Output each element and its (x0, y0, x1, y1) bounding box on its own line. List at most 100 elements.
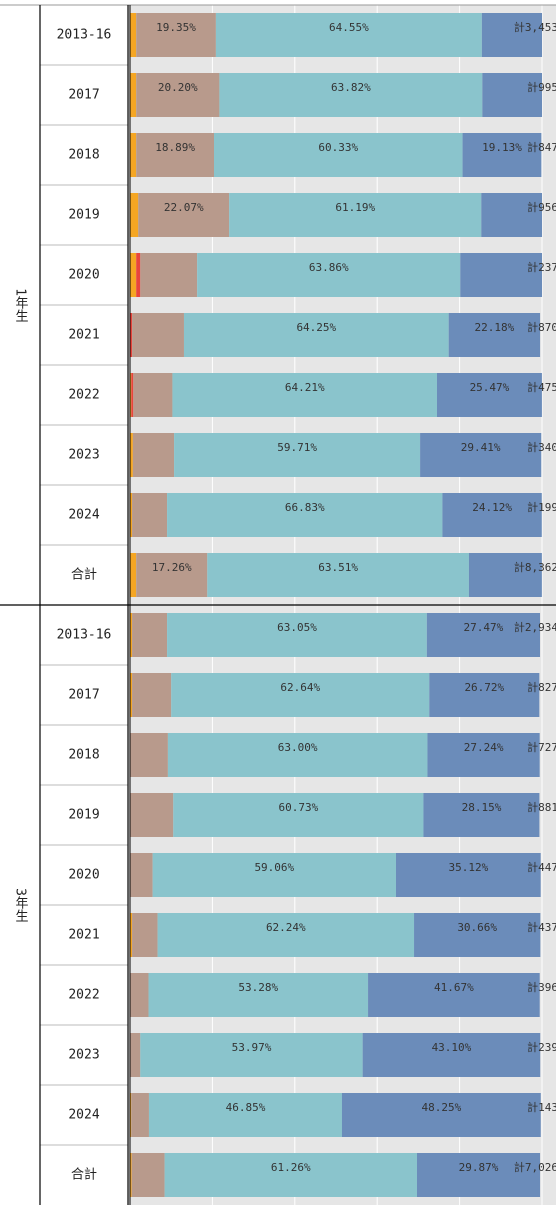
value-label: 63.86% (309, 261, 349, 274)
bar-segment (171, 673, 430, 717)
bar-segment (167, 613, 427, 657)
bar-segment (136, 553, 208, 597)
bar-segment (130, 193, 139, 237)
bar-segment (416, 1153, 541, 1197)
total-label: 計956 (527, 200, 556, 214)
value-label: 25.47% (470, 381, 510, 394)
bar-segment (427, 733, 540, 777)
total-label: 計447 (527, 860, 556, 874)
category-label: 2022 (68, 388, 99, 403)
value-label: 18.89% (155, 141, 195, 154)
bar-segment (130, 1093, 132, 1137)
bar-segment (362, 1033, 541, 1077)
bar-segment (481, 193, 542, 237)
value-label: 19.13% (482, 141, 522, 154)
total-label: 計7,026 (514, 1160, 556, 1174)
category-label: 2013-16 (57, 628, 112, 643)
bar-segment (482, 73, 542, 117)
group-label: 1年生 (13, 288, 29, 322)
value-label: 60.73% (278, 801, 318, 814)
bar-segment (132, 313, 184, 357)
bar-segment (130, 793, 174, 837)
value-label: 24.12% (472, 501, 512, 514)
value-label: 61.26% (271, 1161, 311, 1174)
total-label: 計396 (527, 980, 556, 994)
bar-segment (436, 373, 542, 417)
total-label: 計881 (527, 800, 556, 814)
bar-segment (429, 673, 540, 717)
category-label: 合計 (71, 1167, 97, 1183)
total-label: 計3,453 (514, 20, 556, 34)
bar-segment (130, 373, 132, 417)
total-label: 計239 (527, 1040, 556, 1054)
bar-segment (414, 913, 541, 957)
bar-segment (130, 133, 137, 177)
value-label: 62.24% (266, 921, 306, 934)
category-label: 合計 (71, 567, 97, 583)
value-label: 63.00% (278, 741, 318, 754)
bar-segment (214, 133, 463, 177)
bar-segment (130, 913, 133, 957)
category-label: 2017 (68, 88, 99, 103)
bar-segment (368, 973, 540, 1017)
bar-segment (462, 133, 542, 177)
category-label: 2020 (68, 868, 99, 883)
bar-segment (130, 973, 149, 1017)
value-label: 64.21% (285, 381, 325, 394)
bar-segment (131, 373, 134, 417)
category-label: 2022 (68, 988, 99, 1003)
bar-segment (442, 493, 542, 537)
bar-segment (148, 1093, 342, 1137)
bar-segment (426, 613, 541, 657)
value-label: 22.07% (164, 201, 204, 214)
value-label: 22.18% (474, 321, 514, 334)
total-label: 計827 (527, 680, 556, 694)
bar-segment (130, 853, 153, 897)
bar-segment (132, 493, 168, 537)
value-label: 48.25% (421, 1101, 461, 1114)
total-label: 計2,934 (514, 620, 556, 634)
bar-segment (167, 733, 428, 777)
value-label: 60.33% (318, 141, 358, 154)
total-label: 計847 (527, 140, 556, 154)
total-label: 計995 (527, 80, 556, 94)
value-label: 64.55% (329, 21, 369, 34)
bar-segment (207, 553, 469, 597)
value-label: 63.82% (331, 81, 371, 94)
bar-segment (130, 1033, 141, 1077)
value-label: 28.15% (462, 801, 502, 814)
bar-segment (152, 853, 396, 897)
category-label: 2024 (68, 508, 99, 523)
bar-segment (130, 613, 133, 657)
group-label: 3年生 (13, 888, 29, 922)
bar-segment (468, 553, 542, 597)
bar-segment (341, 1093, 541, 1137)
bar-segment (481, 13, 542, 57)
bar-segment (164, 1153, 417, 1197)
total-label: 計870 (527, 320, 556, 334)
bar-segment (219, 73, 483, 117)
value-label: 27.47% (464, 621, 504, 634)
bar-segment (131, 1093, 149, 1137)
value-label: 35.12% (448, 861, 488, 874)
bar-segment (130, 1153, 132, 1197)
bar-segment (132, 613, 168, 657)
bar-segment (448, 313, 541, 357)
value-label: 20.20% (158, 81, 198, 94)
category-label: 2020 (68, 268, 99, 283)
value-label: 63.51% (318, 561, 358, 574)
value-label: 63.05% (277, 621, 317, 634)
category-label: 2018 (68, 148, 99, 163)
category-label: 2017 (68, 688, 99, 703)
bar-segment (131, 1153, 165, 1197)
total-label: 計8,362 (514, 560, 556, 574)
bar-segment (172, 373, 437, 417)
value-label: 59.06% (254, 861, 294, 874)
total-label: 計437 (527, 920, 556, 934)
bar-segment (130, 553, 137, 597)
bar-segment (183, 313, 449, 357)
bar-segment (148, 973, 369, 1017)
bar-segment (420, 433, 542, 477)
category-label: 2023 (68, 448, 99, 463)
